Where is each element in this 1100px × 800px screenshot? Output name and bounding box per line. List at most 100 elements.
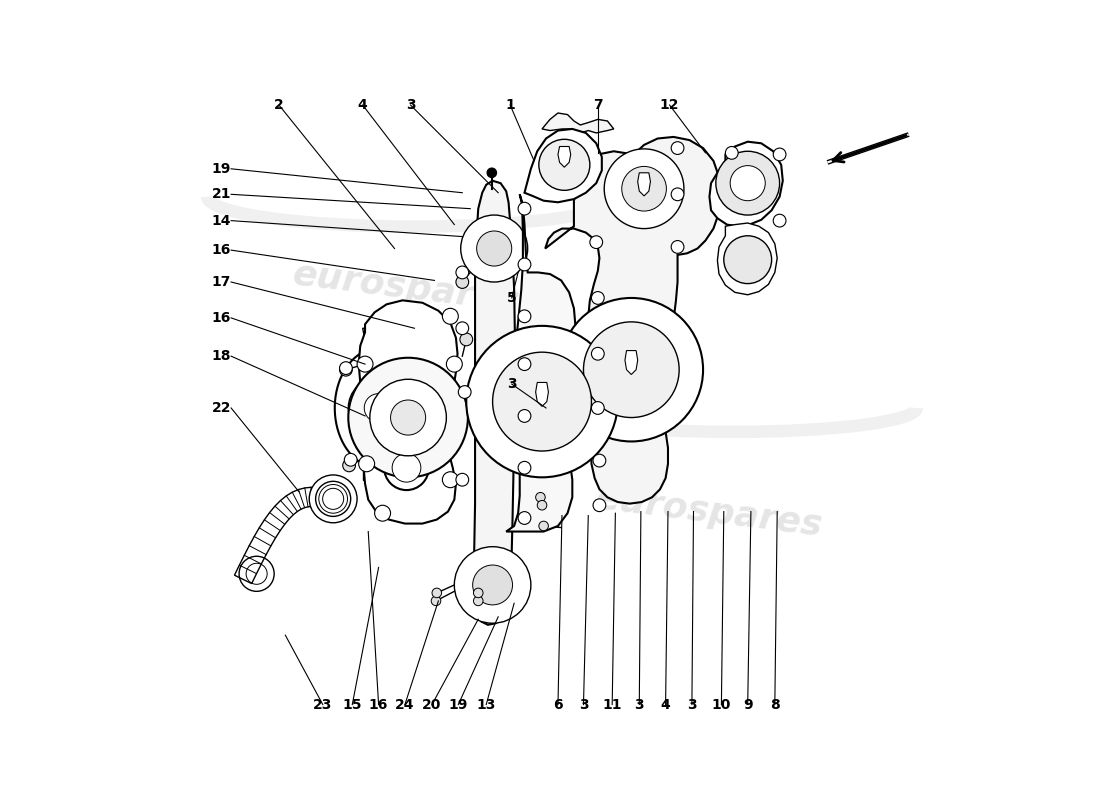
Polygon shape <box>363 328 395 348</box>
Circle shape <box>454 546 531 623</box>
Circle shape <box>730 166 766 201</box>
Polygon shape <box>473 181 515 625</box>
Polygon shape <box>717 223 778 294</box>
Polygon shape <box>334 348 422 468</box>
Circle shape <box>773 214 786 227</box>
Circle shape <box>364 394 393 422</box>
Circle shape <box>539 139 590 190</box>
Text: 16: 16 <box>211 311 231 325</box>
Circle shape <box>358 356 373 372</box>
Circle shape <box>375 506 390 521</box>
Circle shape <box>716 151 780 215</box>
Circle shape <box>340 362 352 374</box>
Circle shape <box>671 241 684 254</box>
Circle shape <box>447 356 462 372</box>
Polygon shape <box>363 460 395 480</box>
Text: 8: 8 <box>770 698 780 711</box>
Circle shape <box>442 308 459 324</box>
Circle shape <box>621 166 667 211</box>
Circle shape <box>473 588 483 598</box>
Circle shape <box>724 236 771 284</box>
Text: 22: 22 <box>211 401 231 415</box>
Circle shape <box>518 310 531 322</box>
Text: 18: 18 <box>211 349 231 363</box>
Text: 23: 23 <box>314 698 332 711</box>
Circle shape <box>432 588 441 598</box>
Circle shape <box>518 512 531 524</box>
Circle shape <box>493 352 592 451</box>
Circle shape <box>359 456 375 472</box>
Text: 3: 3 <box>507 377 517 391</box>
Text: 17: 17 <box>211 275 231 289</box>
Polygon shape <box>234 487 333 583</box>
Text: 15: 15 <box>342 698 362 711</box>
Text: 16: 16 <box>211 243 231 257</box>
Text: 6: 6 <box>553 698 563 711</box>
Text: 2: 2 <box>274 98 284 112</box>
Circle shape <box>539 521 549 530</box>
Circle shape <box>583 322 679 418</box>
Circle shape <box>455 474 469 486</box>
Polygon shape <box>625 350 638 374</box>
Circle shape <box>343 459 355 472</box>
Polygon shape <box>536 382 549 406</box>
Text: 24: 24 <box>395 698 415 711</box>
Circle shape <box>773 148 786 161</box>
Text: 11: 11 <box>603 698 622 711</box>
Text: 13: 13 <box>476 698 496 711</box>
Circle shape <box>455 322 469 334</box>
Circle shape <box>592 291 604 304</box>
Circle shape <box>671 142 684 154</box>
Text: 1: 1 <box>505 98 515 112</box>
Polygon shape <box>710 142 783 226</box>
Circle shape <box>370 379 447 456</box>
Text: 16: 16 <box>368 698 388 711</box>
Circle shape <box>340 363 352 376</box>
Text: 19: 19 <box>211 162 231 176</box>
Circle shape <box>725 146 738 159</box>
Circle shape <box>466 326 618 478</box>
Text: 14: 14 <box>211 214 231 228</box>
Circle shape <box>455 276 469 288</box>
Text: 5: 5 <box>507 291 517 305</box>
Text: eurospares: eurospares <box>292 258 522 319</box>
Text: 19: 19 <box>449 698 468 711</box>
Text: 3: 3 <box>688 698 696 711</box>
Circle shape <box>349 358 468 478</box>
Text: 4: 4 <box>661 698 671 711</box>
Polygon shape <box>542 113 614 133</box>
Circle shape <box>460 333 473 346</box>
Text: 12: 12 <box>660 98 680 112</box>
Text: 21: 21 <box>211 187 231 202</box>
Polygon shape <box>359 300 458 523</box>
Polygon shape <box>506 194 575 531</box>
Polygon shape <box>386 428 427 448</box>
Circle shape <box>537 501 547 510</box>
Circle shape <box>473 596 483 606</box>
Text: 4: 4 <box>358 98 367 112</box>
Text: 3: 3 <box>579 698 588 711</box>
Circle shape <box>349 378 409 438</box>
Circle shape <box>593 499 606 512</box>
Polygon shape <box>638 173 650 196</box>
Circle shape <box>590 236 603 249</box>
Circle shape <box>536 493 546 502</box>
Circle shape <box>487 168 496 178</box>
Circle shape <box>442 472 459 488</box>
Circle shape <box>392 454 421 482</box>
Text: 3: 3 <box>635 698 645 711</box>
Circle shape <box>518 462 531 474</box>
Text: 9: 9 <box>742 698 752 711</box>
Circle shape <box>344 454 358 466</box>
Text: 20: 20 <box>422 698 442 711</box>
Circle shape <box>592 402 604 414</box>
Circle shape <box>431 596 441 606</box>
Circle shape <box>518 202 531 215</box>
Polygon shape <box>558 146 571 167</box>
Circle shape <box>390 400 426 435</box>
Circle shape <box>473 565 513 605</box>
Circle shape <box>518 410 531 422</box>
Polygon shape <box>525 129 602 202</box>
Circle shape <box>384 446 429 490</box>
Circle shape <box>455 266 469 279</box>
